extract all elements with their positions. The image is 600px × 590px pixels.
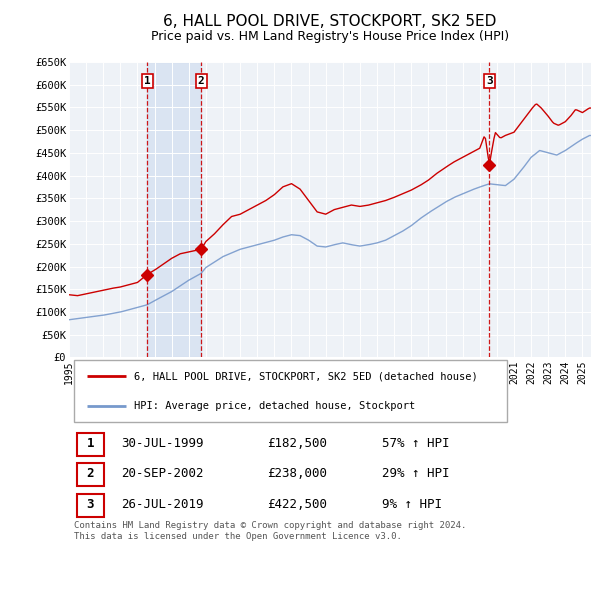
Text: 6, HALL POOL DRIVE, STOCKPORT, SK2 5ED (detached house): 6, HALL POOL DRIVE, STOCKPORT, SK2 5ED (… — [134, 371, 478, 381]
Text: 6, HALL POOL DRIVE, STOCKPORT, SK2 5ED: 6, HALL POOL DRIVE, STOCKPORT, SK2 5ED — [163, 14, 497, 30]
Text: HPI: Average price, detached house, Stockport: HPI: Average price, detached house, Stoc… — [134, 401, 415, 411]
Text: 2: 2 — [86, 467, 94, 480]
Text: 30-JUL-1999: 30-JUL-1999 — [121, 437, 204, 450]
Text: 9% ↑ HPI: 9% ↑ HPI — [382, 498, 442, 511]
Text: 3: 3 — [86, 498, 94, 511]
Text: 26-JUL-2019: 26-JUL-2019 — [121, 498, 204, 511]
Text: 1: 1 — [86, 437, 94, 450]
Text: Price paid vs. HM Land Registry's House Price Index (HPI): Price paid vs. HM Land Registry's House … — [151, 30, 509, 43]
Text: 2: 2 — [198, 76, 205, 86]
Text: 57% ↑ HPI: 57% ↑ HPI — [382, 437, 450, 450]
Text: 3: 3 — [486, 76, 493, 86]
Text: £238,000: £238,000 — [268, 467, 328, 480]
Text: £182,500: £182,500 — [268, 437, 328, 450]
FancyBboxPatch shape — [77, 494, 104, 517]
Text: 1: 1 — [144, 76, 151, 86]
FancyBboxPatch shape — [77, 463, 104, 486]
Bar — [147, 62, 201, 358]
Text: 29% ↑ HPI: 29% ↑ HPI — [382, 467, 450, 480]
Text: Contains HM Land Registry data © Crown copyright and database right 2024.
This d: Contains HM Land Registry data © Crown c… — [74, 522, 467, 541]
FancyBboxPatch shape — [77, 433, 104, 455]
FancyBboxPatch shape — [74, 360, 508, 421]
Text: £422,500: £422,500 — [268, 498, 328, 511]
Text: 20-SEP-2002: 20-SEP-2002 — [121, 467, 204, 480]
